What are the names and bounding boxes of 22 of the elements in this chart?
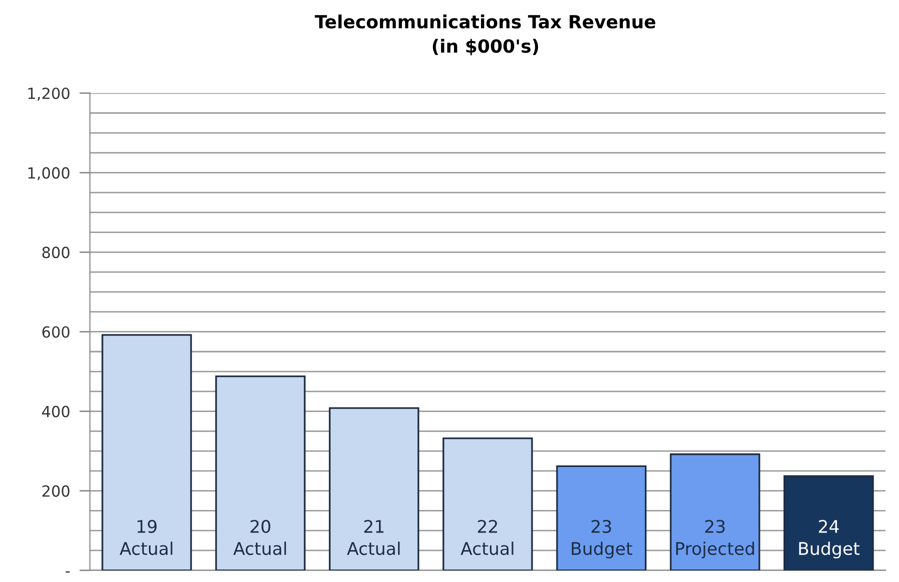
bar — [215, 375, 306, 570]
y-tick-label: - — [66, 571, 70, 573]
bar — [784, 475, 874, 570]
x-tick-label: 22 Actual — [460, 520, 514, 556]
y-tick-label: 200 — [42, 485, 70, 497]
x-tick-label: 21 Actual — [346, 520, 400, 556]
bar — [328, 407, 420, 570]
y-tick-label: 1,200 — [28, 88, 70, 101]
x-tick-label: 23 Budget — [572, 520, 632, 558]
y-tick-label: 1,000 — [28, 167, 70, 180]
y-tick-label: 800 — [42, 246, 70, 258]
bar — [102, 334, 192, 570]
bar — [556, 465, 647, 570]
y-tick-label: 600 — [42, 326, 70, 338]
x-tick-label: 20 Actual — [233, 520, 286, 556]
bar — [670, 453, 760, 570]
bar — [442, 437, 533, 570]
x-tick-label: 23 Projected — [676, 520, 754, 558]
x-tick-label: 19 Actual — [120, 520, 172, 556]
y-tick-label: 400 — [42, 406, 70, 418]
x-tick-label: 24 Budget — [799, 520, 860, 558]
chart-title: Telecommunications Tax Revenue (in $000's) — [314, 14, 656, 56]
